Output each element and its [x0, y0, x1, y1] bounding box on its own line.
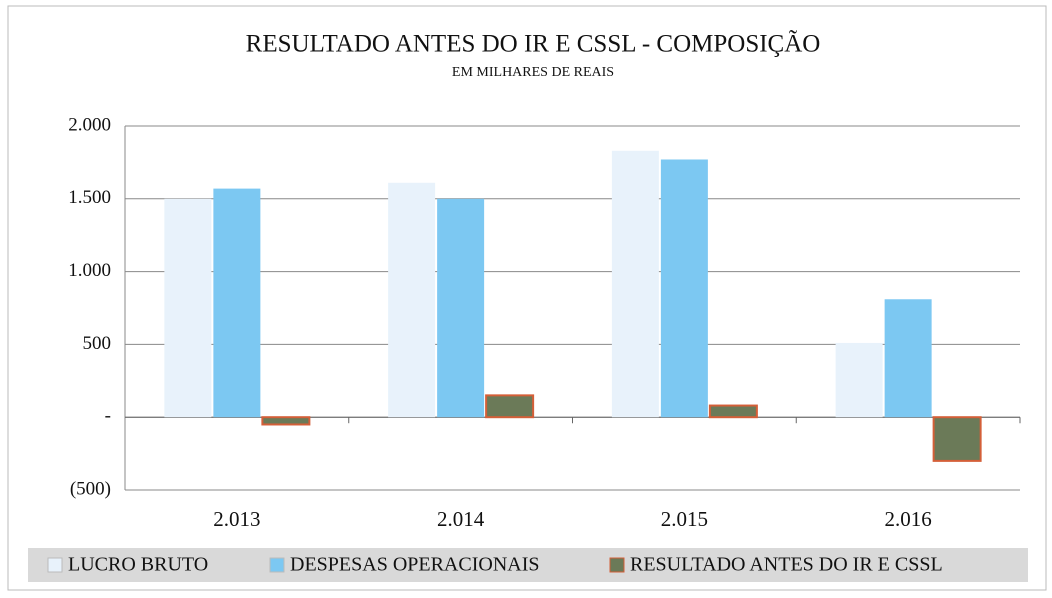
legend-label: DESPESAS OPERACIONAIS	[290, 554, 540, 576]
bar	[708, 404, 758, 419]
y-tick-label: 2.000	[68, 114, 111, 135]
y-tick-label: (500)	[70, 478, 111, 499]
x-tick-label: 2.014	[437, 507, 485, 531]
bar	[485, 394, 535, 419]
legend-swatch	[609, 557, 625, 573]
bar	[835, 342, 883, 418]
bar	[213, 188, 261, 418]
x-tick-label: 2.016	[885, 507, 932, 531]
bar	[388, 182, 436, 418]
legend-swatch	[47, 557, 63, 573]
bar	[164, 198, 212, 418]
y-tick-label: 500	[83, 333, 112, 354]
bar	[611, 150, 659, 418]
y-tick-label: -	[105, 406, 111, 427]
y-tick-label: 1.000	[68, 260, 111, 281]
legend-label: LUCRO BRUTO	[68, 554, 208, 576]
bar	[884, 299, 932, 418]
legend-box	[28, 548, 1028, 582]
chart-title: RESULTADO ANTES DO IR E CSSL - COMPOSIÇÃ…	[246, 30, 821, 58]
bar	[261, 416, 311, 426]
chart-subtitle: EM MILHARES DE REAIS	[452, 65, 614, 80]
chart-frame	[7, 5, 1047, 591]
bar	[932, 416, 982, 462]
bar	[660, 159, 708, 418]
x-tick-label: 2.013	[213, 507, 260, 531]
y-tick-label: 1.500	[68, 187, 111, 208]
legend-label: RESULTADO ANTES DO IR E CSSL	[630, 554, 943, 576]
x-tick-label: 2.015	[661, 507, 708, 531]
bar	[437, 198, 485, 418]
legend-swatch	[269, 557, 285, 573]
